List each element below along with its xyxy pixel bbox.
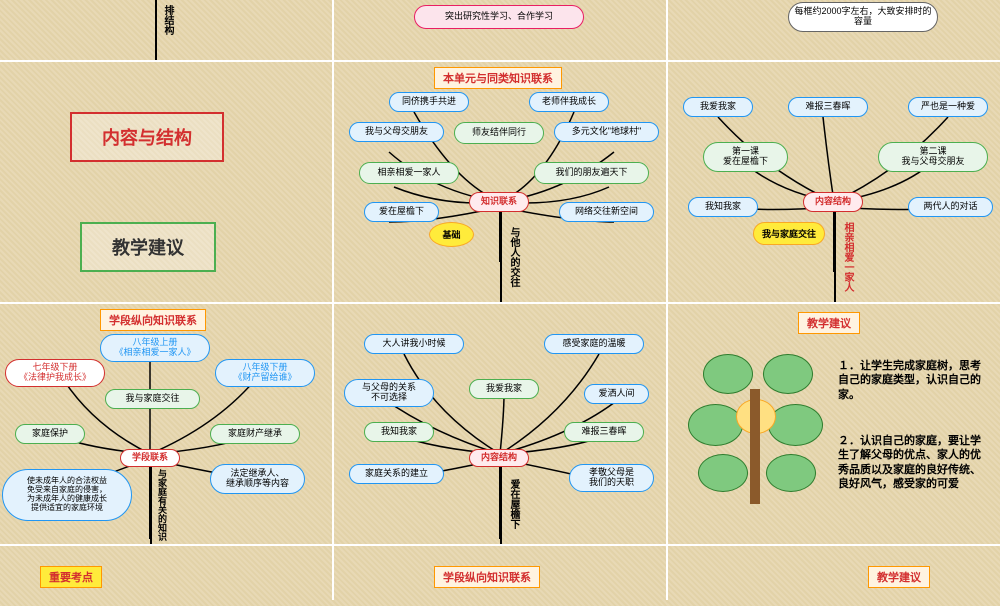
section-title: 教学建议 — [868, 566, 930, 588]
node: 家庭财产继承 — [210, 424, 300, 444]
stem — [155, 0, 157, 60]
stem-label: 与他人的交往 — [506, 227, 521, 287]
cell-3-2: 教学建议 — [668, 546, 1000, 606]
node: 我与父母交朋友 — [349, 122, 444, 142]
section-title: 学段纵向知识联系 — [434, 566, 540, 588]
cell-1-0: 内容与结构 教学建议 — [0, 62, 332, 302]
stem — [150, 467, 152, 544]
cell-0-1: 突出研究性学习、合作学习 — [334, 0, 666, 60]
pink-bubble: 突出研究性学习、合作学习 — [414, 5, 584, 29]
cell-0-0: 排结构 — [0, 0, 332, 60]
node: 家庭保护 — [15, 424, 85, 444]
node: 与父母的关系 不可选择 — [344, 379, 434, 407]
node: 我知我家 — [364, 422, 434, 442]
stem-label: 相亲相爱一家人 — [840, 222, 855, 292]
node: 我知我家 — [688, 197, 758, 217]
cell-0-2: 每框约2000字左右，大致安排时的容量 — [668, 0, 1000, 60]
node: 同侪携手共进 — [389, 92, 469, 112]
node: 第二课 我与父母交朋友 — [878, 142, 988, 172]
section-title: 教学建议 — [798, 312, 860, 334]
cell-3-1: 学段纵向知识联系 — [334, 546, 666, 606]
center-node: 学段联系 — [120, 449, 180, 467]
cell-1-1: 本单元与同类知识联系 同侪携手共进 老师伴我成长 我与父母交朋友 师友结伴同行 … — [334, 62, 666, 302]
cell-2-2: 教学建议 １．让学生完成家庭树，思考自己的家庭类型，认识自己的家。 ２．认识自己… — [668, 304, 1000, 544]
node: 多元文化"地球村" — [554, 122, 659, 142]
node: 老师伴我成长 — [529, 92, 609, 112]
slide-grid: 排结构 突出研究性学习、合作学习 每框约2000字左右，大致安排时的容量 内容与… — [0, 0, 1000, 600]
node: 我爱我家 — [469, 379, 539, 399]
node: 相亲相爱一家人 — [359, 162, 459, 184]
cell-2-1: 大人讲我小时候 感受家庭的温暖 与父母的关系 不可选择 我爱我家 爱洒人间 我知… — [334, 304, 666, 544]
node: 师友结伴同行 — [454, 122, 544, 144]
node: 爱洒人间 — [584, 384, 649, 404]
node: 我与家庭交往 — [105, 389, 200, 409]
stem — [500, 212, 502, 302]
node: 七年级下册 《法律护我成长》 — [5, 359, 105, 387]
node: 八年级下册 《财产留给谁》 — [215, 359, 315, 387]
node: 难报三春晖 — [788, 97, 868, 117]
center-node: 知识联系 — [469, 192, 529, 212]
cell-1-2: 我爱我家 难报三春晖 严也是一种爱 第一课 爱在屋檐下 第二课 我与父母交朋友 … — [668, 62, 1000, 302]
gray-bubble-text: 每框约2000字左右，大致安排时的容量 — [793, 7, 933, 27]
unit-title: 本单元与同类知识联系 — [434, 67, 562, 89]
pink-bubble-text: 突出研究性学习、合作学习 — [445, 12, 553, 22]
para1: １．让学生完成家庭树，思考自己的家庭类型，认识自己的家。 — [838, 359, 988, 402]
node: 爱在屋檐下 — [364, 202, 439, 222]
section-title: 学段纵向知识联系 — [100, 309, 206, 331]
teaching-suggestion-title: 教学建议 — [80, 222, 216, 272]
node: 第一课 爱在屋檐下 — [703, 142, 788, 172]
node: 感受家庭的温暖 — [544, 334, 644, 354]
content-structure-title: 内容与结构 — [70, 112, 224, 162]
section-title: 重要考点 — [40, 566, 102, 588]
stem-label: 与家庭有关的知识 — [156, 469, 169, 541]
stem — [834, 212, 836, 302]
node: 孝敬父母是 我们的天职 — [569, 464, 654, 492]
cloud: 基础 — [429, 222, 474, 247]
para2: ２．认识自己的家庭，要让学生了解父母的优点、家人的优秀品质以及家庭的良好传统、良… — [838, 434, 988, 491]
family-tree-icon — [688, 344, 828, 504]
node: 八年级上册 《相亲相爱一家人》 — [100, 334, 210, 362]
center-node: 内容结构 — [469, 449, 529, 467]
stem-label: 爱在屋檐下 — [506, 479, 521, 529]
cell-3-0: 重要考点 — [0, 546, 332, 606]
gray-bubble: 每框约2000字左右，大致安排时的容量 — [788, 2, 938, 32]
node: 难报三春晖 — [564, 422, 644, 442]
cloud: 我与家庭交往 — [753, 222, 825, 245]
node: 家庭关系的建立 — [349, 464, 444, 484]
node: 严也是一种爱 — [908, 97, 988, 117]
cell-2-0: 学段纵向知识联系 八年级上册 《相亲相爱一家人》 七年级下册 《法律护我成长》 … — [0, 304, 332, 544]
node: 法定继承人、 继承顺序等内容 — [210, 464, 305, 494]
node: 我们的朋友遍天下 — [534, 162, 649, 184]
stem-label: 排结构 — [160, 5, 175, 35]
stem — [500, 467, 502, 544]
center-node: 内容结构 — [803, 192, 863, 212]
node: 大人讲我小时候 — [364, 334, 464, 354]
node: 两代人的对话 — [908, 197, 993, 217]
node: 我爱我家 — [683, 97, 753, 117]
node: 网络交往新空间 — [559, 202, 654, 222]
node: 使未成年人的合法权益 免受来自家庭的侵害， 为未成年人的健康成长 提供适宜的家庭… — [2, 469, 132, 521]
